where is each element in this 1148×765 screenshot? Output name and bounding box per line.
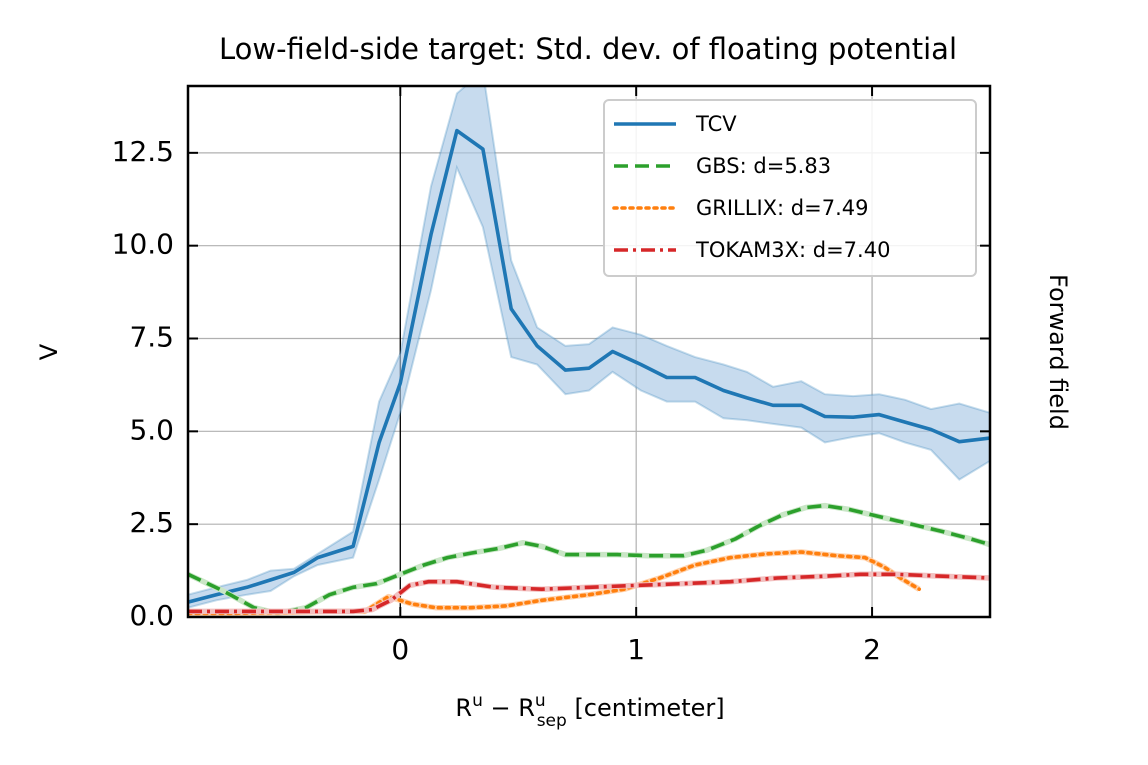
y-tick-label: 5.0 — [129, 413, 174, 446]
y-axis-label: V — [35, 343, 63, 360]
y-tick-label: 2.5 — [129, 506, 174, 539]
legend-label-grillix: GRILLIX: d=7.49 — [696, 196, 868, 220]
legend: TCV GBS: d=5.83 GRILLIX: d=7.49 TOKAM3X: d=… — [603, 99, 977, 277]
x-tick-label: 1 — [627, 633, 645, 666]
x-tick-label: 0 — [391, 633, 409, 666]
legend-label-tokam3x: TOKAM3X: d=7.40 — [695, 238, 890, 262]
grillix-line — [188, 550, 922, 616]
tick-layer: 0.0 2.5 5.0 7.5 10.0 12.5 0 1 2 — [112, 86, 990, 666]
x-label-sup1: u — [472, 691, 483, 711]
gbs-line — [188, 503, 990, 616]
legend-label-tcv: TCV — [695, 112, 737, 136]
plot-frame — [186, 84, 992, 619]
x-label-base2: R — [518, 694, 535, 722]
series-layer — [188, 86, 990, 617]
y-tick-label: 12.5 — [112, 135, 174, 168]
x-tick-label: 2 — [863, 633, 881, 666]
x-label-sup2: u — [535, 691, 546, 711]
x-label-sub2: sep — [537, 711, 567, 731]
tokam3x-line — [188, 572, 990, 614]
x-label-unit: [centimeter] — [567, 694, 725, 722]
legend-box — [603, 99, 977, 277]
tcv-error-band — [188, 86, 990, 609]
y-tick-label: 0.0 — [129, 599, 174, 632]
grillix-shadow-line — [188, 549, 921, 617]
tcv-line — [188, 128, 990, 604]
x-label-base: R — [455, 694, 472, 722]
x-axis-label: Ru − Ru sep [centimeter] — [455, 691, 724, 731]
x-label-minus: − — [483, 694, 518, 722]
legend-label-gbs: GBS: d=5.83 — [696, 154, 831, 178]
y-tick-label: 7.5 — [129, 321, 174, 354]
y-tick-label: 10.0 — [112, 228, 174, 261]
side-label: Forward field — [1044, 274, 1072, 430]
chart-title: Low-field-side target: Std. dev. of floa… — [219, 32, 957, 66]
